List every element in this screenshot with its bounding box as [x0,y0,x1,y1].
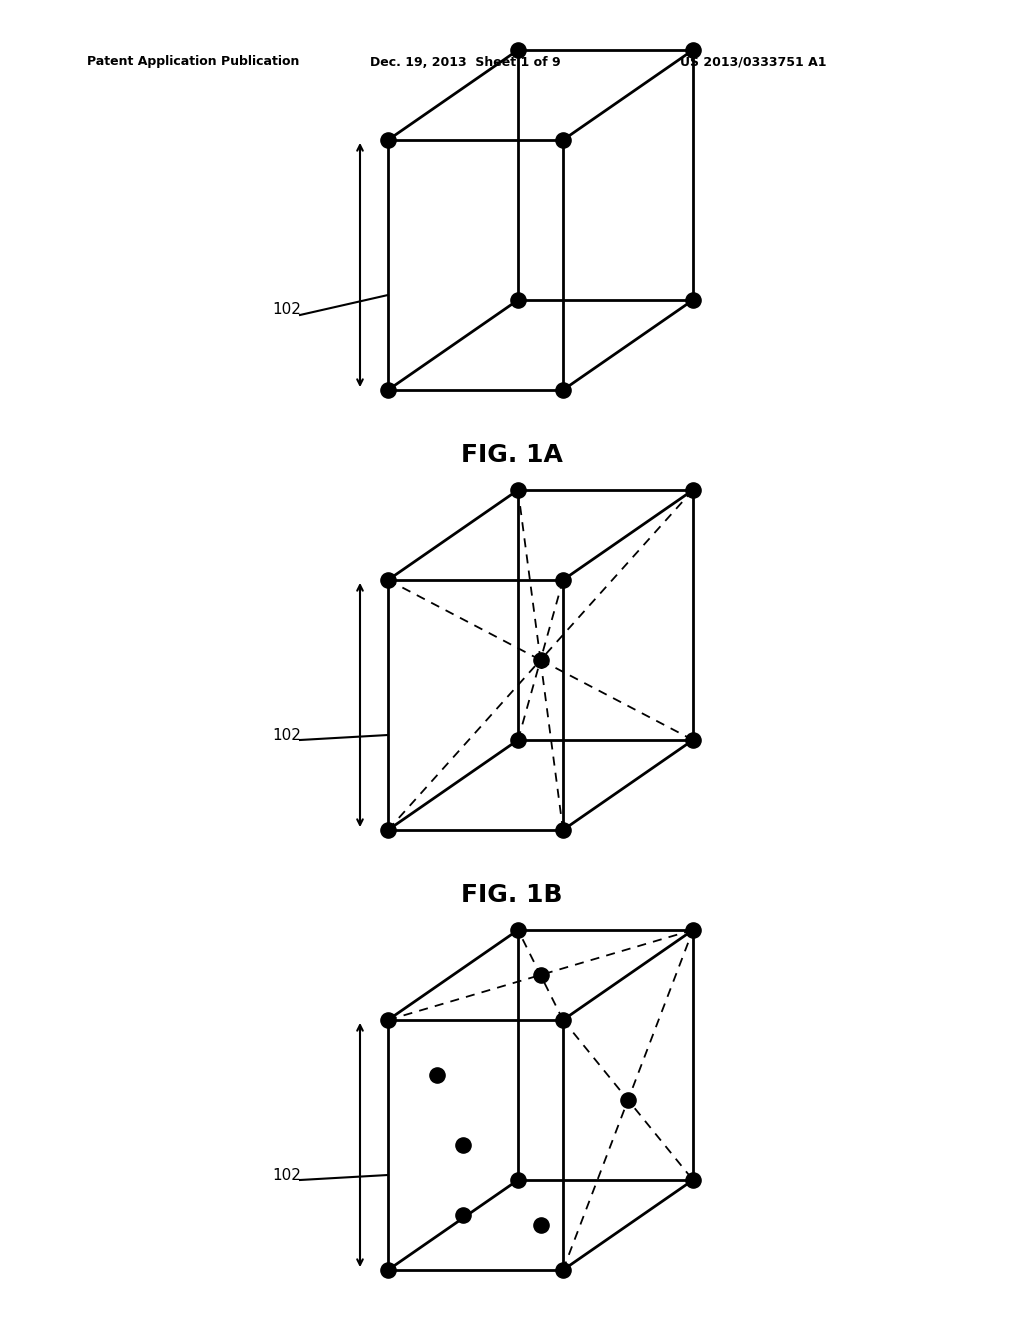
Point [455,1134,471,1155]
Point [455,1204,471,1225]
Point [380,820,396,841]
Point [510,1170,526,1191]
Point [555,129,571,150]
Point [555,569,571,590]
Text: 102: 102 [272,302,301,318]
Point [620,1089,636,1110]
Point [380,379,396,400]
Point [510,40,526,61]
Point [532,965,549,986]
Point [380,569,396,590]
Text: Dec. 19, 2013  Sheet 1 of 9: Dec. 19, 2013 Sheet 1 of 9 [370,55,560,69]
Point [555,1259,571,1280]
Point [685,479,701,500]
Text: FIG. 1A: FIG. 1A [461,444,563,467]
Point [380,129,396,150]
Point [685,920,701,941]
Point [380,1010,396,1031]
Point [685,289,701,310]
Point [429,1064,445,1085]
Point [532,1214,549,1236]
Point [555,1010,571,1031]
Point [685,40,701,61]
Text: 102: 102 [272,1167,301,1183]
Point [510,920,526,941]
Point [510,479,526,500]
Point [532,649,549,671]
Text: FIG. 1B: FIG. 1B [461,883,563,907]
Point [510,730,526,751]
Text: Patent Application Publication: Patent Application Publication [87,55,299,69]
Point [685,1170,701,1191]
Point [510,289,526,310]
Point [555,820,571,841]
Point [380,1259,396,1280]
Text: 102: 102 [272,727,301,742]
Point [555,379,571,400]
Point [685,730,701,751]
Text: US 2013/0333751 A1: US 2013/0333751 A1 [680,55,826,69]
